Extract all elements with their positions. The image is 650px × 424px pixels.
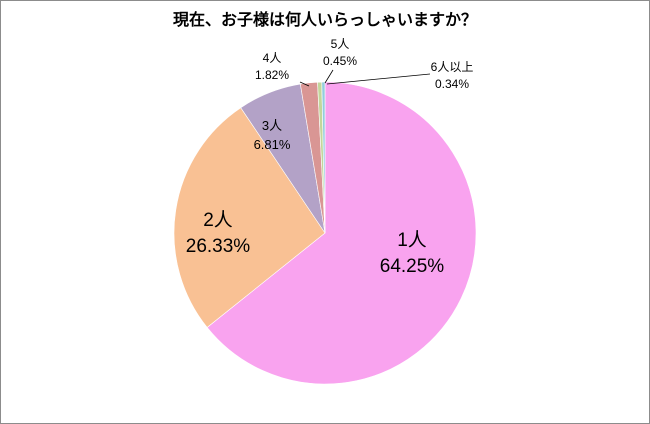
slice-label-3: 3人 — [262, 118, 282, 133]
slice-label-4: 4人 — [263, 51, 282, 65]
slice-value-5: 0.45% — [323, 54, 357, 68]
leader-line-4 — [299, 81, 310, 87]
slice-value-3: 6.81% — [254, 137, 291, 152]
slice-value-4: 1.82% — [255, 68, 289, 82]
slice-label-6: 6人以上 — [431, 60, 474, 74]
pie-slice-2 — [173, 107, 326, 328]
slice-value-1: 64.25% — [380, 256, 445, 277]
pie-slice-6 — [321, 81, 326, 234]
pie-slice-1 — [206, 81, 477, 385]
slice-label-5: 5人 — [331, 37, 350, 51]
slice-value-2: 26.33% — [186, 236, 251, 257]
leader-line-6 — [326, 73, 431, 85]
leader-line-5 — [324, 69, 334, 84]
slice-value-6: 0.34% — [435, 77, 469, 91]
chart-title: 現在、お子様は何人いらっしゃいますか？ — [172, 10, 477, 29]
slice-label-2: 2人 — [203, 209, 233, 231]
slice-label-1: 1人 — [397, 229, 427, 251]
